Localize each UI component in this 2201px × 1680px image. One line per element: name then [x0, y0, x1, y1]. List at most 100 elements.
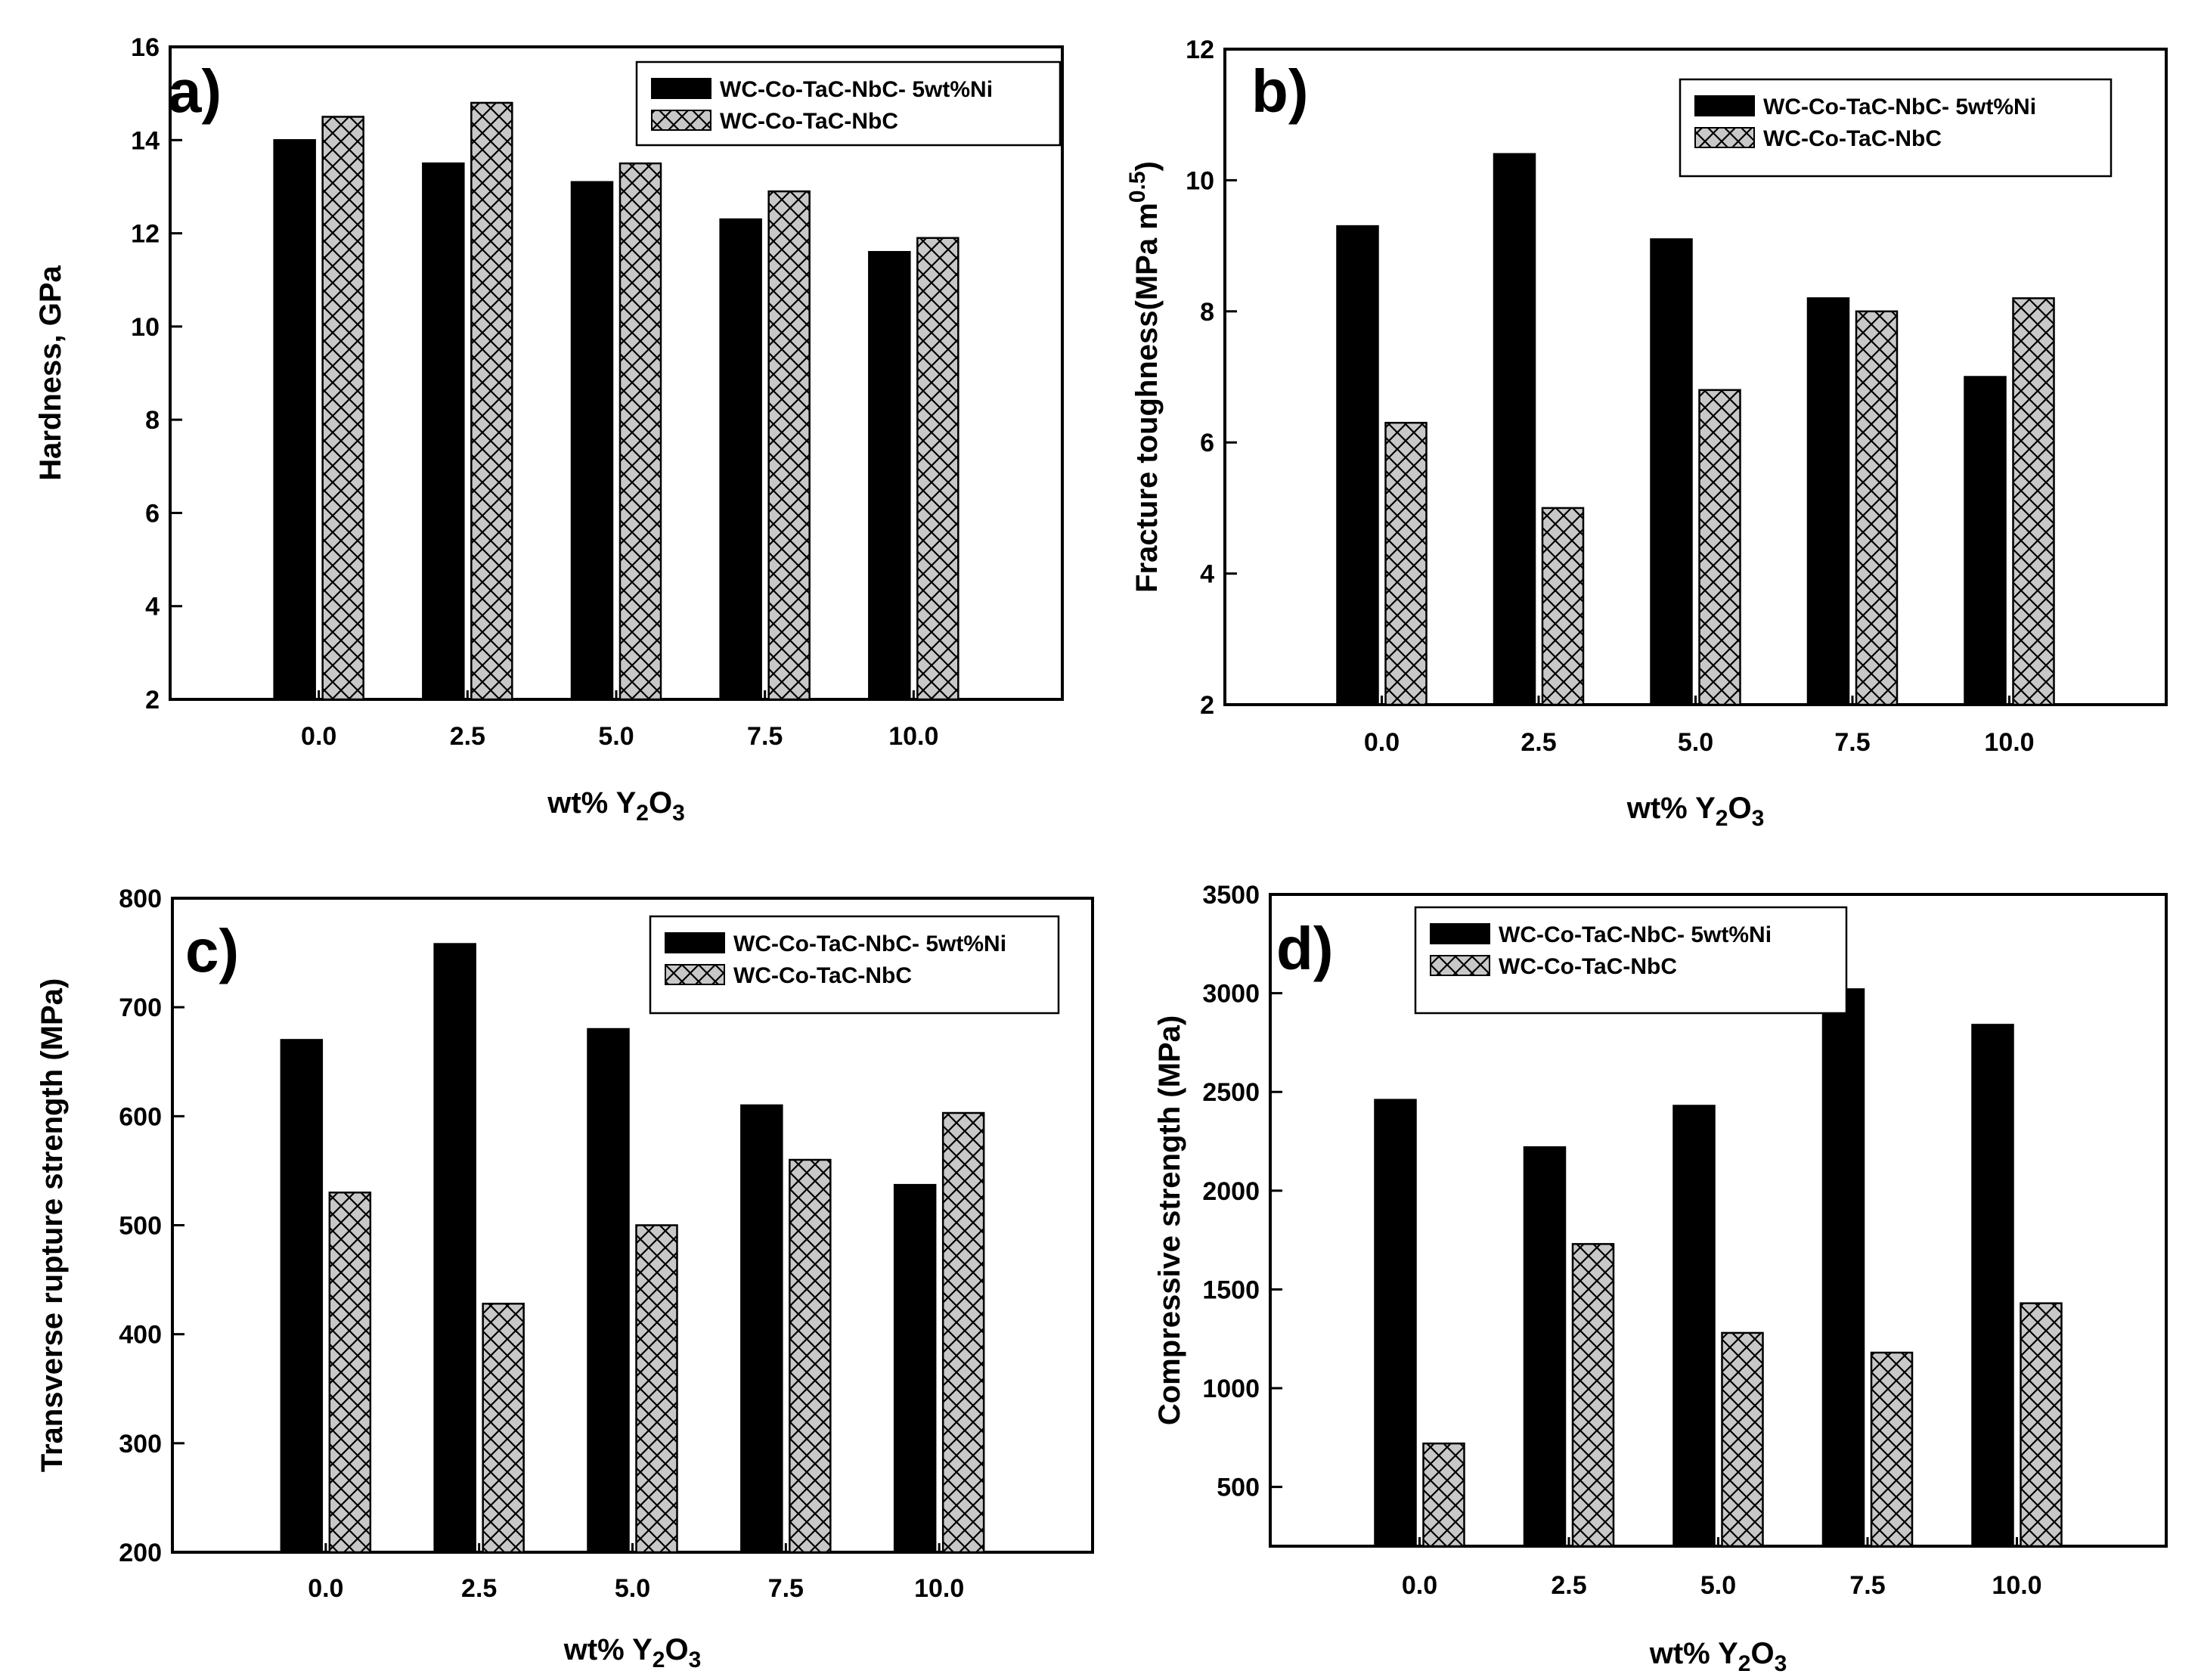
y-tick-label: 300	[119, 1430, 162, 1458]
y-tick-label: 10	[1186, 166, 1214, 195]
legend-entry-label: WC-Co-TaC-NbC- 5wt%Ni	[1499, 922, 1772, 947]
legend-entry-label: WC-Co-TaC-NbC	[733, 963, 912, 988]
y-tick-label: 16	[131, 33, 160, 62]
bar-base-series	[470, 101, 513, 701]
bar-base-series	[1384, 421, 1428, 706]
x-axis-title: wt% Y2O3	[1626, 792, 1765, 831]
bar-ni-series	[587, 1028, 630, 1554]
legend-swatch	[665, 932, 725, 953]
bar-base-series	[2012, 297, 2055, 706]
x-tick-label: 2.5	[450, 722, 485, 751]
bar-ni-series	[1523, 1146, 1567, 1548]
legend-swatch	[1430, 955, 1490, 976]
x-axis-title: wt% Y2O3	[547, 786, 685, 826]
x-tick-label: 0.0	[301, 722, 336, 751]
bar-base-series	[321, 116, 364, 701]
chart-panel-a: 2 4 6 8 10 12 14 16 0.0 2.5 5.0 7.5 10.0 a) WC-Co-TaC-…	[34, 33, 1064, 826]
y-tick-label: 1000	[1202, 1375, 1260, 1403]
x-tick-label: 2.5	[461, 1574, 497, 1603]
y-tick-label: 3500	[1202, 881, 1260, 910]
bar-ni-series	[570, 181, 614, 701]
y-tick-label: 700	[119, 993, 162, 1022]
legend: WC-Co-TaC-NbC- 5wt%Ni WC-Co-TaC-NbC	[649, 915, 1060, 1015]
bar-base-series	[328, 1192, 372, 1554]
bar-base-series	[767, 190, 811, 701]
y-axis-title: Fracture toughness(MPa m0.5)	[1125, 161, 1164, 593]
bar-ni-series	[433, 943, 476, 1554]
y-tick-label: 8	[1200, 298, 1214, 327]
y-tick-label: 1500	[1202, 1275, 1260, 1304]
x-tick-label: 7.5	[747, 722, 783, 751]
bar-ni-series	[1964, 376, 2007, 706]
bar-base-series	[1698, 389, 1741, 706]
legend-swatch	[1694, 95, 1755, 116]
bar-ni-series	[1821, 988, 1865, 1548]
chart-panel-b: 2 4 6 8 10 12 0.0 2.5 5.0 7.5 10.0 b) WC-Co-TaC-NbC-…	[1125, 36, 2168, 831]
panel-label: b)	[1251, 57, 1309, 125]
legend-entry-label: WC-Co-TaC-NbC	[1763, 126, 1942, 151]
x-tick-label: 0.0	[308, 1574, 343, 1603]
legend-swatch	[665, 964, 725, 985]
x-tick-label: 7.5	[1849, 1571, 1885, 1600]
y-tick-label: 600	[119, 1102, 162, 1131]
chart-panel-c: 200 300 400 500 600 700 800 0.0 2.5 5.0 7.5 10.0 c) W…	[36, 885, 1094, 1672]
legend-swatch	[1430, 923, 1490, 944]
x-tick-label: 0.0	[1402, 1571, 1437, 1600]
bar-ni-series	[1650, 238, 1693, 706]
bar-base-series	[2020, 1302, 2063, 1548]
bar-base-series	[1422, 1442, 1465, 1548]
legend: WC-Co-TaC-NbC- 5wt%Ni WC-Co-TaC-NbC	[1679, 78, 2113, 178]
y-tick-label: 12	[131, 220, 160, 249]
x-tick-label: 2.5	[1521, 728, 1556, 757]
x-tick-label: 7.5	[768, 1574, 804, 1603]
y-tick-label: 3000	[1202, 980, 1260, 1009]
x-tick-label: 10.0	[914, 1574, 964, 1603]
y-tick-label: 200	[119, 1539, 162, 1567]
bar-ni-series	[422, 162, 465, 701]
bar-base-series	[1870, 1351, 1914, 1548]
x-tick-label: 0.0	[1364, 728, 1400, 757]
y-tick-label: 12	[1186, 36, 1214, 64]
x-tick-label: 5.0	[615, 1574, 650, 1603]
y-tick-label: 14	[131, 126, 160, 155]
bar-ni-series	[1336, 225, 1379, 706]
y-tick-label: 500	[1217, 1474, 1260, 1502]
legend-entry-label: WC-Co-TaC-NbC	[1499, 954, 1677, 979]
panel-label: d)	[1276, 915, 1334, 982]
bar-ni-series	[273, 139, 316, 701]
bar-ni-series	[1672, 1105, 1716, 1548]
bar-base-series	[1855, 310, 1899, 706]
x-tick-label: 5.0	[598, 722, 634, 751]
legend-entry-label: WC-Co-TaC-NbC- 5wt%Ni	[720, 77, 993, 102]
legend-swatch	[1694, 127, 1755, 148]
legend-entry-label: WC-Co-TaC-NbC- 5wt%Ni	[733, 931, 1006, 956]
x-tick-label: 10.0	[1992, 1571, 2041, 1600]
legend: WC-Co-TaC-NbC- 5wt%Ni WC-Co-TaC-NbC	[635, 60, 1062, 147]
bar-base-series	[1541, 507, 1585, 706]
bar-base-series	[482, 1303, 525, 1554]
bar-ni-series	[1374, 1099, 1417, 1548]
y-tick-label: 4	[145, 593, 160, 621]
y-axis-title: Compressive strength (MPa)	[1153, 1015, 1186, 1425]
bar-base-series	[916, 237, 959, 701]
bar-base-series	[1571, 1243, 1615, 1548]
x-axis-title: wt% Y2O3	[563, 1633, 702, 1672]
legend-box	[635, 60, 1062, 147]
bar-base-series	[1721, 1331, 1764, 1548]
y-tick-label: 10	[131, 313, 160, 342]
chart-panel-d: 500 1000 1500 2000 2500 3000 3500 0.0 2.5 5.0 7.5 1…	[1153, 881, 2168, 1676]
legend-entry-label: WC-Co-TaC-NbC	[720, 109, 898, 134]
x-tick-label: 10.0	[1984, 728, 2034, 757]
bar-base-series	[635, 1224, 678, 1554]
y-axis-title: Hardness, GPa	[34, 265, 67, 480]
bar-ni-series	[280, 1039, 324, 1554]
x-tick-label: 10.0	[888, 722, 938, 751]
y-tick-label: 2500	[1202, 1078, 1260, 1107]
x-tick-label: 5.0	[1700, 1571, 1736, 1600]
bar-base-series	[618, 162, 662, 701]
x-tick-label: 2.5	[1551, 1571, 1586, 1600]
panel-label: a)	[168, 57, 222, 125]
bar-base-series	[789, 1158, 832, 1554]
x-axis-title: wt% Y2O3	[1649, 1637, 1787, 1676]
